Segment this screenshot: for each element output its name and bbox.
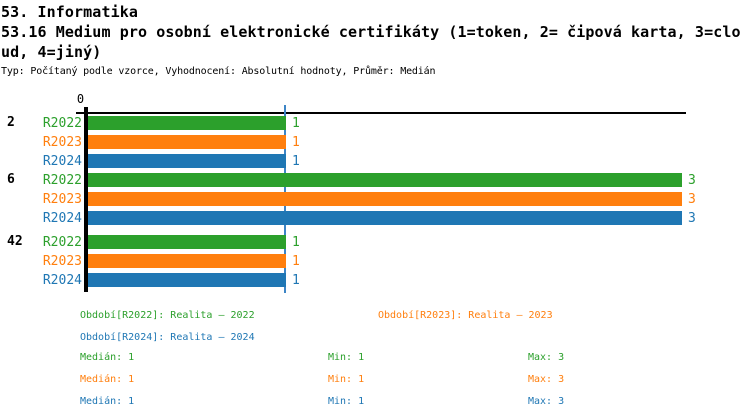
stat-min-r2022: Min: 1 [328,352,365,363]
group-label: 42 [7,234,23,249]
stat-median-r2022: Medián: 1 [80,352,135,363]
bar-value-label: 3 [688,173,696,188]
stat-min-r2023: Min: 1 [328,374,365,385]
legend-period-r2023: Období[R2023]: Realita – 2023 [378,310,553,321]
stat-median-r2024: Medián: 1 [80,396,135,407]
legend-period-r2024: Období[R2024]: Realita – 2024 [80,332,255,343]
bar-value-label: 1 [292,235,300,250]
bar [88,235,286,249]
bar [88,116,286,130]
question-title-line1: 53.16 Medium pro osobní elektronické cer… [1,23,741,41]
bar-value-label: 1 [292,154,300,169]
bar [88,254,286,268]
x-axis-line [76,112,686,114]
stat-min-r2024: Min: 1 [328,396,365,407]
series-label: R2024 [42,273,82,288]
x-axis-tick-label: 0 [76,92,85,106]
stat-max-r2022: Max: 3 [528,352,565,363]
bar-value-label: 1 [292,273,300,288]
stat-max-r2024: Max: 3 [528,396,565,407]
group-label: 6 [7,172,15,187]
bar-value-label: 3 [688,211,696,226]
legend-period-r2022: Období[R2022]: Realita – 2022 [80,310,255,321]
y-axis-line [84,107,88,292]
chapter-title: 53. Informatika [1,3,138,21]
bar-value-label: 1 [292,116,300,131]
bar [88,135,286,149]
bar [88,154,286,168]
bar [88,192,682,206]
group-label: 2 [7,115,15,130]
bar [88,173,682,187]
question-title-line2: ud, 4=jiný) [1,43,102,61]
stat-max-r2023: Max: 3 [528,374,565,385]
series-label: R2022 [42,173,82,188]
bar-value-label: 3 [688,192,696,207]
series-label: R2022 [42,235,82,250]
series-label: R2022 [42,116,82,131]
bar-value-label: 1 [292,135,300,150]
series-label: R2023 [42,254,82,269]
bar [88,211,682,225]
series-label: R2023 [42,135,82,150]
series-label: R2023 [42,192,82,207]
question-meta: Typ: Počítaný podle vzorce, Vyhodnocení:… [1,66,436,77]
series-label: R2024 [42,211,82,226]
series-label: R2024 [42,154,82,169]
bar [88,273,286,287]
stat-median-r2023: Medián: 1 [80,374,135,385]
bar-value-label: 1 [292,254,300,269]
